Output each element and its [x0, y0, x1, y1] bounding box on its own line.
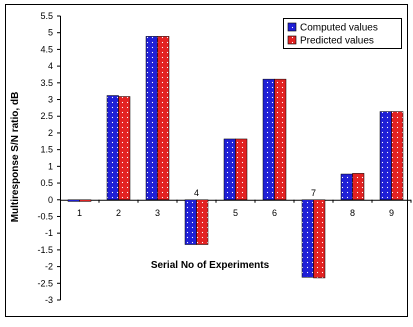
- x-axis-label: Serial No of Experiments: [151, 260, 270, 271]
- bar-predicted-4: [196, 199, 209, 245]
- y-tick-label: 0.5: [40, 178, 53, 188]
- y-tick-label: 4.5: [40, 44, 53, 54]
- bar-predicted-6: [274, 78, 287, 201]
- y-tick-label: 1: [48, 161, 53, 171]
- bar-predicted-7: [313, 199, 326, 279]
- x-tick-label: 4: [194, 188, 199, 198]
- bar-predicted-8: [352, 173, 365, 201]
- y-tick-label: -0.5: [37, 211, 53, 221]
- x-tick-label: 9: [389, 208, 394, 218]
- bar-predicted-2: [118, 96, 131, 201]
- bar-computed-5: [223, 138, 236, 201]
- y-tick-label: -2.5: [37, 278, 53, 288]
- y-tick-label: 0: [48, 195, 53, 205]
- y-tick-label: 3: [48, 95, 53, 105]
- x-tick-label: 8: [350, 208, 355, 218]
- bar-computed-2: [106, 95, 119, 201]
- bar-computed-8: [340, 173, 353, 201]
- legend-box: [283, 18, 402, 49]
- y-tick-label: -1.5: [37, 245, 53, 255]
- bar-predicted-5: [235, 138, 248, 201]
- bar-computed-1: [67, 199, 80, 202]
- bar-predicted-1: [79, 199, 92, 202]
- x-tick-label: 2: [116, 208, 121, 218]
- y-tick-label: -3: [45, 295, 53, 305]
- y-axis-label: Multiresponse S/N ratio, dB: [10, 92, 21, 223]
- y-tick-label: -2: [45, 262, 53, 272]
- bar-computed-4: [184, 199, 197, 245]
- y-tick-label: 5.5: [40, 11, 53, 21]
- x-tick-label: 7: [311, 188, 316, 198]
- bar-computed-6: [262, 78, 275, 201]
- legend: Computed values Predicted values: [283, 18, 402, 49]
- bar-computed-3: [145, 36, 158, 201]
- bar-predicted-9: [391, 111, 404, 201]
- y-tick-label: 4: [48, 61, 53, 71]
- y-tick-label: -1: [45, 228, 53, 238]
- x-tick-label: 5: [233, 208, 238, 218]
- legend-label-predicted: Predicted values: [300, 36, 374, 47]
- y-tick-label: 1.5: [40, 145, 53, 155]
- x-tick-label: 3: [155, 208, 160, 218]
- legend-swatch-computed: [287, 22, 297, 32]
- x-tick-label: 1: [77, 208, 82, 218]
- legend-swatch-predicted: [287, 35, 297, 45]
- bar-computed-7: [301, 199, 314, 278]
- x-tick-label: 6: [272, 208, 277, 218]
- y-tick-label: 2: [48, 128, 53, 138]
- legend-label-computed: Computed values: [300, 23, 378, 34]
- y-tick-label: 3.5: [40, 78, 53, 88]
- y-tick-label: 2.5: [40, 111, 53, 121]
- bar-computed-9: [379, 111, 392, 201]
- chart-frame: [5, 4, 408, 317]
- bar-predicted-3: [157, 36, 170, 201]
- y-tick-label: 5: [48, 28, 53, 38]
